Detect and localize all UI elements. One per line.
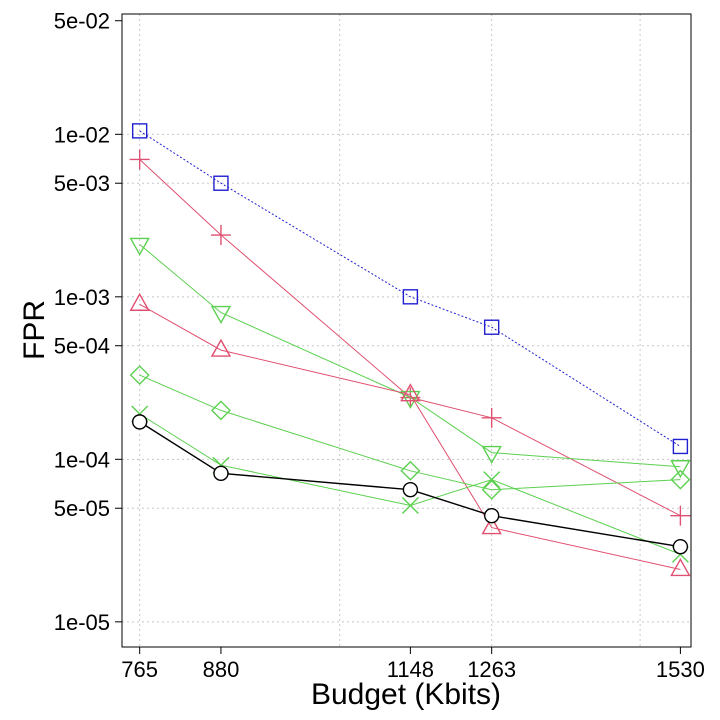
data-point [481,516,502,535]
y-tick-label: 1e-04 [54,447,110,472]
x-tick-label: 1263 [467,657,516,682]
data-point [483,507,500,524]
data-point [400,390,421,409]
series-line [139,130,681,447]
data-point [131,123,148,139]
data-point [129,292,150,311]
series-line [139,303,681,570]
data-point [400,460,421,481]
data-point [129,237,150,256]
data-point [481,407,502,428]
data-point [670,558,691,577]
y-tick-label: 5e-03 [54,171,110,196]
data-point [670,505,691,526]
grid-layer [122,14,691,647]
data-point [483,319,500,335]
data-point [210,338,232,357]
y-tick-label: 5e-02 [54,9,110,34]
data-point [129,149,150,170]
data-point [402,289,419,305]
data-point [210,400,231,421]
series-blue-square [131,123,689,455]
y-tick-label: 1e-02 [54,122,110,147]
series-layer [129,123,691,577]
data-point [131,414,148,430]
series-red-up-triangle [129,292,691,577]
series-black-circle [131,414,689,555]
data-point [213,465,229,482]
y-tick-label: 1e-03 [54,285,110,310]
data-point [129,365,150,386]
series-green-diamond [129,365,691,500]
data-point [670,469,691,490]
data-point [481,445,502,465]
data-point [672,538,689,555]
data-point [483,471,501,489]
y-tick-label: 5e-05 [54,496,110,521]
y-tick-label: 1e-05 [54,610,110,635]
plot-frame [121,13,692,648]
data-point [210,225,231,246]
x-tick-label: 1148 [387,657,434,682]
series-line [139,374,681,491]
y-axis-title: FPR [18,300,51,360]
series-green-down-triangle [129,237,691,479]
data-point [210,305,232,324]
x-tick-label: 1530 [656,657,705,682]
axis-layer: 5e-02 1e-02 5e-03 1e-03 5e-04 1e-04 5e-05 1e-05… [54,9,705,682]
y-tick-label: 5e-04 [54,334,110,359]
x-tick-label: 765 [121,657,158,682]
x-axis-title: Budget (Kbits) [311,678,501,711]
data-point [402,482,419,498]
data-point [400,383,421,402]
series-line [139,244,681,468]
data-point [670,460,691,479]
data-point [401,496,419,514]
data-point [481,479,502,500]
x-tick-label: 880 [203,657,240,682]
data-point [213,175,229,191]
data-point [672,438,689,455]
